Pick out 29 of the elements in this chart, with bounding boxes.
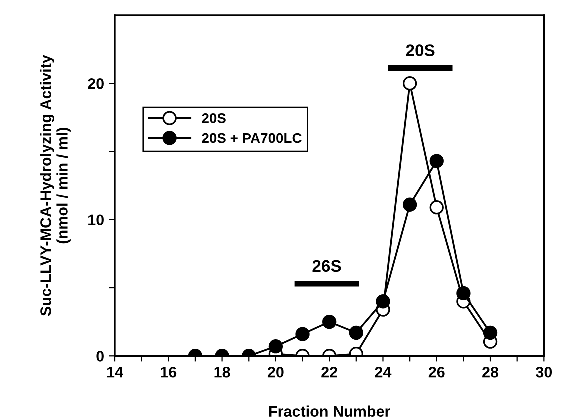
x-tick-label: 26 [428, 366, 445, 378]
point [349, 326, 364, 340]
x-tick-label: 20 [268, 366, 284, 378]
point [456, 286, 471, 301]
point [296, 327, 310, 342]
point [430, 200, 444, 215]
annotation: 26S [312, 260, 342, 272]
legend-label: 20S + PA700LC [202, 133, 302, 144]
y-tick-label: 20 [88, 78, 104, 90]
annotation: 20S [406, 44, 435, 56]
x-tick-label: 16 [161, 366, 177, 378]
point [268, 340, 284, 354]
y-tick-label: 10 [88, 214, 104, 226]
point [376, 294, 390, 309]
x-tick-label: 18 [214, 366, 230, 378]
legend-label: 20S [202, 114, 226, 124]
point [322, 314, 337, 330]
y-tick-label: 0 [96, 351, 104, 362]
point [483, 326, 498, 340]
point [402, 198, 418, 212]
point [402, 76, 418, 91]
x-tick-label: 28 [482, 366, 499, 378]
x-tick-label: 30 [536, 366, 552, 378]
x-axis-title: Fraction Number [269, 406, 390, 418]
x-tick-label: 14 [107, 367, 124, 378]
y-axis-title: Suc-LLVY-MCA-Hydrolyzing Activity (nmol / min / ml) [40, 55, 71, 316]
x-tick-label: 22 [322, 366, 338, 378]
x-tick-label: 24 [375, 366, 392, 378]
point [430, 154, 444, 168]
